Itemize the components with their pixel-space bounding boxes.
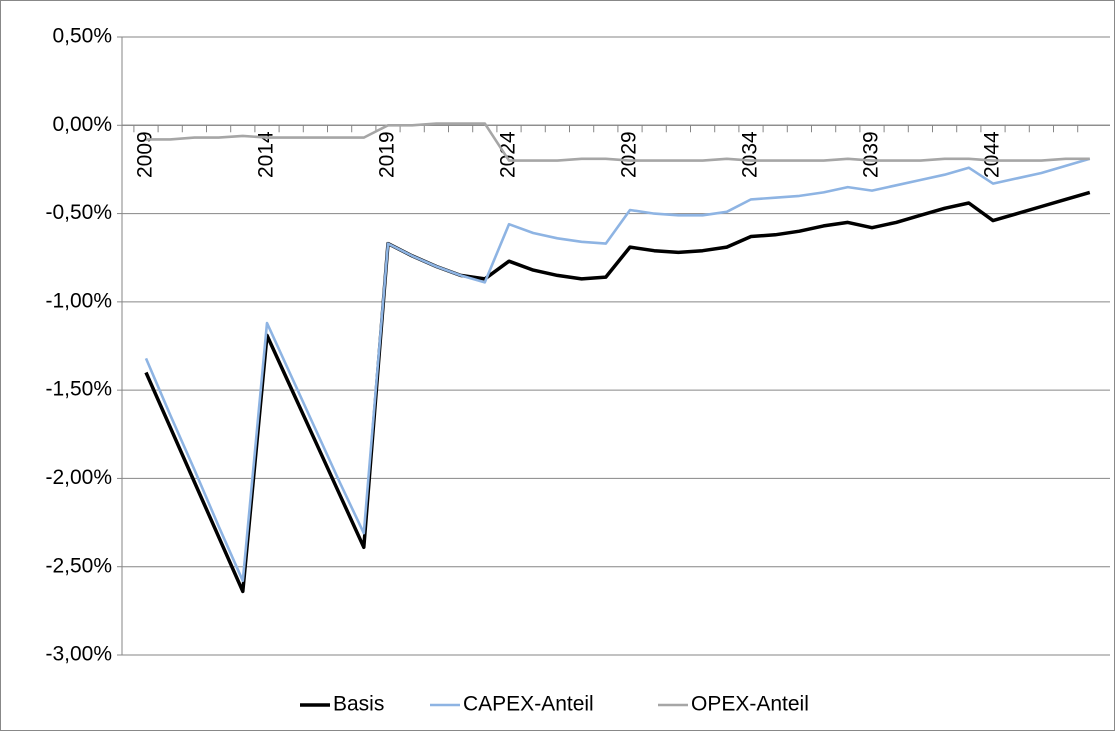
series-line [144,157,1091,583]
legend-label: Basis [333,693,384,716]
y-tick-label: 0,50% [52,25,112,48]
legend-label: OPEX-Anteil [691,693,809,716]
x-tick-label: 2034 [739,131,762,178]
series-line [146,122,1090,162]
y-tick-label: -2,00% [45,466,112,489]
y-tick-label: -2,50% [45,554,112,577]
x-tick-label: 2029 [618,131,641,178]
x-tick-label: 2019 [376,131,399,178]
x-tick-label: 2024 [497,131,520,178]
x-tick-label: 2039 [860,131,883,178]
y-tick-label: -1,00% [45,289,112,312]
y-tick-label: -3,00% [45,643,112,666]
legend-label: CAPEX-Anteil [463,693,594,716]
y-tick-label: 0,00% [52,113,112,136]
y-tick-label: -0,50% [45,201,112,224]
y-tick-label: -1,50% [45,378,112,401]
x-tick-label: 2014 [255,131,278,178]
series-line [144,190,1091,594]
x-tick-label: 2009 [134,131,157,178]
x-tick-label: 2044 [981,131,1004,178]
